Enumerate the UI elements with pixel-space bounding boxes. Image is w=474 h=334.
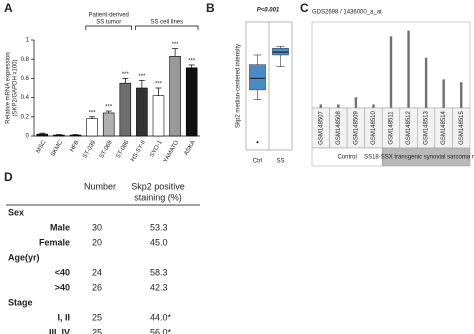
bar [354, 97, 358, 108]
bar [372, 104, 375, 108]
row-group: Age(yr) [8, 252, 40, 262]
x-tick-label: HFB [69, 140, 80, 153]
row-percent: 45.0 [150, 237, 168, 247]
panel-label: C [300, 1, 309, 15]
x-tick-label: ST-039 [82, 139, 97, 159]
significance-label: *** [188, 59, 196, 65]
significance-label: *** [122, 72, 130, 78]
y-tick-label: 0.8 [21, 57, 30, 63]
row-number: 24 [92, 267, 102, 277]
x-tick-label: GSM148509 [353, 111, 359, 145]
row-label: I, II [57, 312, 70, 322]
significance-label: *** [89, 110, 97, 116]
x-tick-label: MSC [36, 139, 48, 154]
bracket-label: SS tumor [96, 20, 121, 26]
row-percent: 56.0* [150, 327, 172, 334]
group-label: SS18-SSX transgenic synovial sarcoma mod… [364, 155, 474, 161]
row-label: Female [39, 237, 70, 247]
bar [442, 79, 445, 108]
bracket-label: SS cell lines [150, 20, 183, 26]
bar [389, 36, 393, 109]
table-header: Skp2 positive [131, 181, 185, 191]
x-tick-label: GSM148515 [459, 111, 465, 145]
box [249, 64, 266, 91]
x-tick-label: GSM148508 [336, 111, 342, 145]
row-group: Sex [8, 207, 24, 217]
x-tick-label: SYO-1 [149, 139, 164, 158]
x-tick-label: GSM148514 [441, 111, 447, 145]
x-tick-label: ASKA [184, 140, 197, 157]
x-tick-label: ST-086 [116, 139, 131, 159]
bracket-label: Patient-derived [89, 13, 129, 19]
bar [337, 104, 340, 108]
bar [152, 95, 165, 137]
bar [169, 56, 181, 137]
bar [136, 87, 148, 137]
y-axis-label: (SKP2/GAPDH x100) [13, 59, 19, 116]
row-label: <40 [55, 267, 70, 277]
significance-label: *** [172, 42, 180, 48]
x-tick-label: HS-SY-II [130, 140, 147, 163]
y-tick-label: 0.2 [21, 114, 30, 120]
outlier [256, 141, 259, 144]
chart-title: P<0.001 [257, 8, 280, 14]
y-axis-label: Skp2 median-centered intensity [236, 44, 242, 128]
significance-label: *** [138, 74, 146, 80]
x-tick-label: SS [276, 159, 284, 165]
bar [86, 118, 98, 137]
bracket [135, 25, 199, 30]
group-cell [381, 147, 471, 167]
y-tick-label: 0.4 [21, 95, 30, 101]
bar [102, 112, 115, 137]
x-tick-label: GSM148513 [424, 111, 430, 145]
bar [407, 30, 410, 109]
panel-label: D [4, 170, 13, 184]
x-tick-label: GSM148512 [406, 111, 412, 145]
bar [119, 82, 132, 137]
row-percent: 58.3 [150, 267, 168, 277]
y-axis-label: Relative mRNA expression [6, 52, 12, 123]
x-tick-label: GSM148510 [371, 111, 377, 145]
row-number: 25 [92, 327, 102, 334]
bar [319, 104, 322, 108]
row-percent: 53.3 [150, 222, 168, 232]
bar [36, 133, 49, 137]
table-header: Number [84, 181, 116, 191]
significance-label: *** [105, 105, 113, 111]
group-label: Control [337, 155, 356, 161]
x-tick-label: GSM148507 [318, 111, 324, 145]
y-tick-label: 0.6 [21, 76, 30, 82]
x-tick-label: SKMC [50, 139, 64, 158]
bar [460, 82, 463, 108]
row-label: Male [50, 222, 70, 232]
table-header: staining (%) [134, 192, 182, 202]
bar [53, 134, 65, 137]
row-number: 26 [92, 282, 102, 292]
panel-label: A [4, 1, 13, 15]
bar [424, 57, 428, 108]
x-tick-label: ST-069 [99, 139, 114, 159]
x-tick-label: YAMATO [163, 140, 181, 164]
x-tick-label: GSM148511 [389, 111, 395, 145]
box [272, 47, 289, 56]
row-number: 25 [92, 312, 102, 322]
bracket [85, 25, 132, 30]
y-tick-label: 0 [26, 134, 30, 140]
row-group: Stage [8, 297, 33, 307]
row-number: 30 [92, 222, 102, 232]
chart-title: GDS2698 / 1436000_a_at [312, 10, 382, 16]
row-label: >40 [55, 282, 70, 292]
row-label: III, IV [49, 327, 70, 334]
y-tick-label: 1 [26, 38, 30, 44]
panel-label: B [206, 1, 215, 15]
significance-label: *** [155, 82, 163, 88]
row-percent: 44.0* [150, 312, 172, 322]
row-percent: 42.3 [150, 282, 168, 292]
row-number: 20 [92, 237, 102, 247]
bar [69, 134, 82, 137]
x-tick-label: Ctrl [253, 159, 262, 165]
bar [185, 67, 198, 137]
